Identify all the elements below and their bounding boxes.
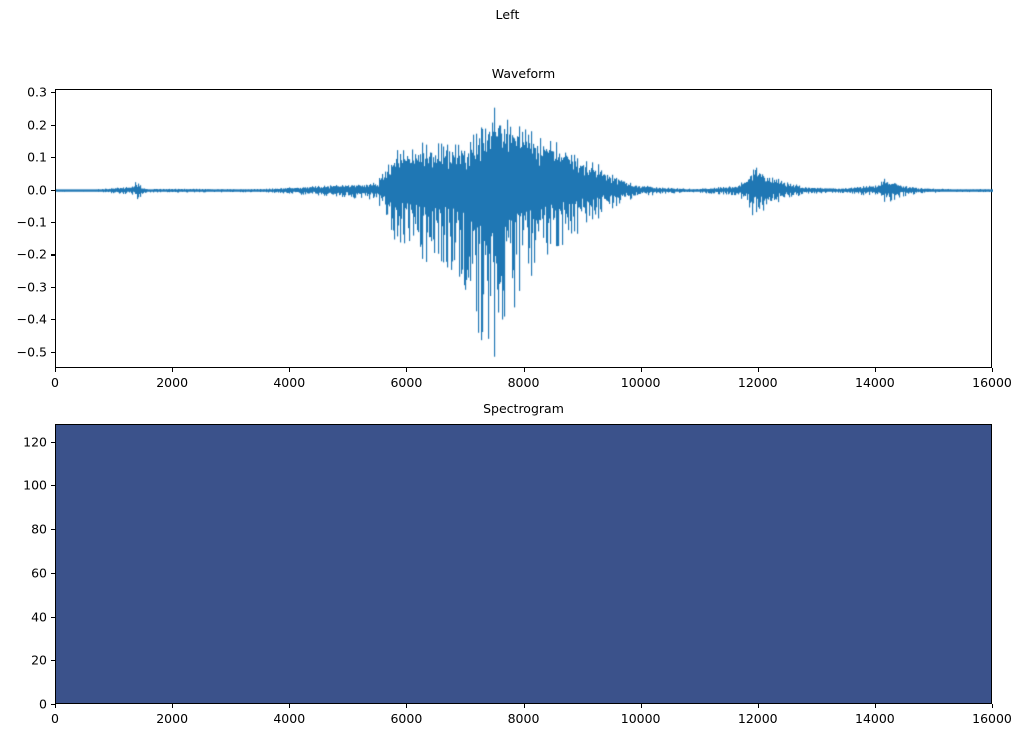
waveform-xtick-mark (874, 368, 876, 372)
waveform-xtick-label: 14000 (854, 375, 895, 390)
spectrogram-xtick-mark (523, 704, 525, 708)
waveform-ytick-label: 0.0 (27, 182, 47, 198)
spectrogram-xtick-mark (757, 704, 759, 708)
waveform-ytick-mark (51, 254, 55, 256)
spectrogram-ytick-mark (51, 616, 55, 618)
spectrogram-ytick-label: 60 (31, 565, 47, 581)
spectrogram-xtick-label: 4000 (273, 711, 306, 726)
waveform-xtick-mark (640, 368, 642, 372)
waveform-ytick-label: −0.4 (16, 311, 47, 327)
spectrogram-ytick-label: 100 (23, 477, 47, 493)
waveform-ytick-mark (51, 189, 55, 191)
spectrogram-ytick-mark (51, 572, 55, 574)
waveform-xtick-mark (757, 368, 759, 372)
waveform-xtick-mark (523, 368, 525, 372)
spectrogram-xtick-mark (992, 704, 994, 708)
waveform-xtick-label: 2000 (156, 375, 189, 390)
spectrogram-ytick-mark (51, 660, 55, 662)
waveform-plot-area (55, 89, 993, 369)
waveform-xtick-label: 8000 (507, 375, 540, 390)
spectrogram-xtick-mark (406, 704, 408, 708)
waveform-xtick-label: 16000 (972, 375, 1012, 390)
spectrogram-ytick-label: 0 (39, 696, 47, 712)
waveform-xtick-label: 10000 (620, 375, 661, 390)
spectrogram-ytick-mark (51, 485, 55, 487)
waveform-xtick-mark (55, 368, 57, 372)
waveform-ytick-label: 0.3 (27, 84, 47, 100)
spectrogram-title: Spectrogram (483, 401, 564, 416)
waveform-xtick-mark (289, 368, 291, 372)
spectrogram-xtick-label: 0 (51, 711, 59, 726)
spectrogram-plot-area (55, 424, 992, 704)
spectrogram-ytick-mark (51, 529, 55, 531)
spectrogram-ytick-mark (51, 441, 55, 443)
waveform-ytick-label: 0.1 (27, 149, 47, 165)
spectrogram-xtick-mark (874, 704, 876, 708)
waveform-xtick-mark (172, 368, 174, 372)
waveform-ytick-label: −0.1 (16, 214, 47, 230)
spectrogram-ytick-label: 40 (31, 609, 47, 624)
waveform-ytick-mark (51, 222, 55, 224)
spectrogram-xtick-mark (172, 704, 174, 708)
waveform-ytick-mark (51, 92, 55, 94)
spectrogram-xtick-label: 12000 (737, 711, 778, 726)
waveform-xtick-label: 4000 (273, 375, 306, 390)
spectrogram-ytick-mark (51, 704, 55, 706)
spectrogram-xtick-label: 10000 (620, 711, 661, 726)
spectrogram-xtick-mark (289, 704, 291, 708)
spectrogram-xtick-label: 16000 (972, 711, 1012, 726)
waveform-canvas (56, 90, 993, 369)
spectrogram-ytick-label: 120 (23, 434, 47, 449)
spectrogram-xtick-label: 6000 (390, 711, 423, 726)
spectrogram-ytick-label: 80 (31, 521, 47, 537)
waveform-ytick-label: −0.5 (16, 344, 47, 360)
waveform-ytick-label: −0.2 (16, 246, 47, 262)
spectrogram-xtick-label: 2000 (156, 711, 189, 726)
waveform-title: Waveform (491, 66, 556, 81)
figure-suptitle: Left (495, 7, 520, 22)
spectrogram-xtick-label: 8000 (507, 711, 540, 726)
waveform-ytick-mark (51, 286, 55, 288)
spectrogram-xtick-label: 14000 (854, 711, 895, 726)
waveform-xtick-label: 12000 (737, 375, 778, 390)
waveform-ytick-mark (51, 319, 55, 321)
waveform-ytick-mark (51, 157, 55, 159)
waveform-xtick-mark (406, 368, 408, 372)
waveform-ytick-mark (51, 124, 55, 126)
waveform-ytick-mark (51, 351, 55, 353)
waveform-ytick-label: −0.3 (16, 279, 47, 295)
spectrogram-xtick-mark (640, 704, 642, 708)
waveform-xtick-mark (992, 368, 994, 372)
spectrogram-xtick-mark (55, 704, 57, 708)
waveform-ytick-label: 0.2 (27, 117, 47, 133)
spectrogram-ytick-label: 20 (31, 652, 47, 668)
spectrogram-canvas (56, 425, 991, 703)
waveform-xtick-label: 0 (51, 375, 59, 390)
waveform-xtick-label: 6000 (390, 375, 423, 390)
